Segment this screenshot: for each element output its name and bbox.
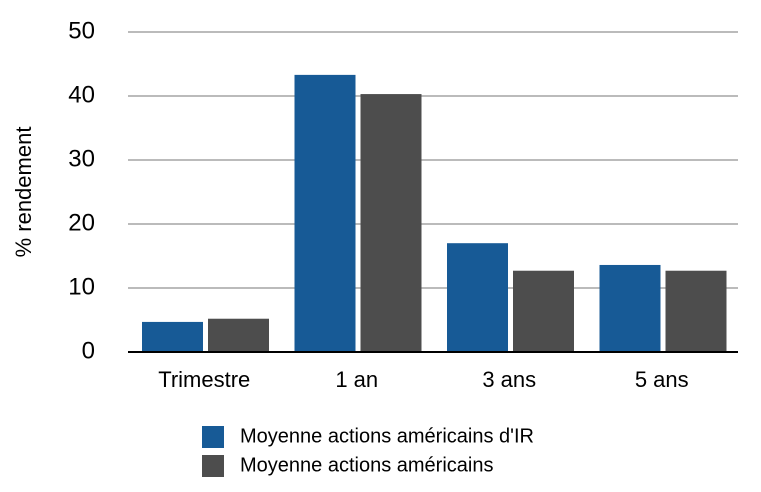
bar bbox=[665, 270, 727, 352]
bar bbox=[447, 243, 508, 352]
x-tick-label: 5 ans bbox=[635, 367, 689, 392]
y-tick-label: 30 bbox=[68, 145, 95, 172]
bar bbox=[208, 318, 269, 352]
y-tick-label: 20 bbox=[68, 209, 95, 236]
y-tick-label: 40 bbox=[68, 81, 95, 108]
legend-swatch bbox=[202, 426, 224, 448]
legend-label: Moyenne actions américains bbox=[240, 454, 493, 476]
bar bbox=[360, 94, 422, 352]
x-tick-label: 1 an bbox=[335, 367, 378, 392]
y-tick-label: 0 bbox=[82, 337, 95, 364]
y-tick-label: 10 bbox=[68, 273, 95, 300]
bar bbox=[142, 321, 203, 352]
bar bbox=[294, 74, 356, 352]
y-tick-label: 50 bbox=[68, 17, 95, 44]
x-tick-label: Trimestre bbox=[158, 367, 250, 392]
bar bbox=[513, 270, 574, 352]
legend-swatch bbox=[202, 455, 224, 477]
y-axis-label: % rendement bbox=[11, 127, 36, 258]
x-tick-label: 3 ans bbox=[482, 367, 536, 392]
bar bbox=[599, 264, 661, 352]
legend-label: Moyenne actions américains d'IR bbox=[240, 425, 534, 447]
